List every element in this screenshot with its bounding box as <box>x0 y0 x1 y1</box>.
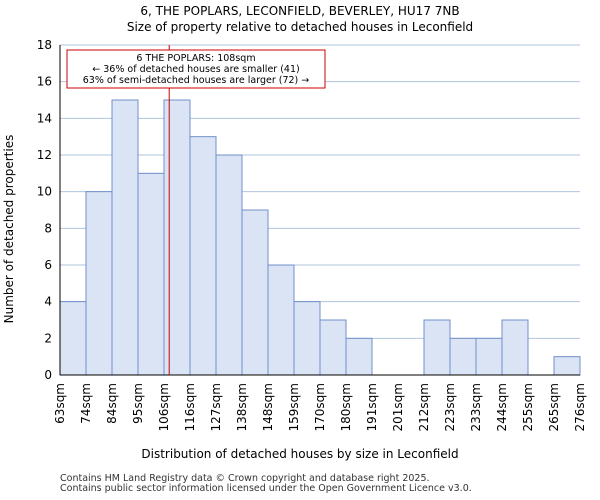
footer-licence: Contains public sector information licen… <box>60 483 472 494</box>
x-tick-label: 201sqm <box>391 383 405 431</box>
x-tick-label: 148sqm <box>261 383 275 431</box>
x-tick-label: 95sqm <box>131 383 145 424</box>
bar-265sqm <box>553 356 581 376</box>
y-axis-label: Number of detached properties <box>2 135 16 324</box>
bar-148sqm <box>267 264 295 376</box>
y-tick-label: 16 <box>37 75 52 89</box>
bar-180sqm <box>345 337 373 376</box>
x-tick-label: 180sqm <box>339 383 353 431</box>
y-tick-label: 18 <box>37 38 52 52</box>
bar-63sqm <box>59 301 87 376</box>
x-tick-label: 138sqm <box>235 383 249 431</box>
bar-138sqm <box>241 209 269 376</box>
bar-95sqm <box>137 172 165 376</box>
chart-subtitle: Size of property relative to detached ho… <box>127 20 473 34</box>
bar-116sqm <box>189 136 217 376</box>
bars <box>59 99 581 376</box>
y-tick-label: 8 <box>44 221 52 235</box>
x-tick-label: 127sqm <box>209 383 223 431</box>
axes: 0 2 4 6 8 10 12 14 16 18 63sqm 74sqm 84sqm 95sqm 106sq… <box>37 38 587 431</box>
bar-170sqm <box>319 319 347 376</box>
x-axis-label: Distribution of detached houses by size … <box>141 447 458 461</box>
x-tick-label: 74sqm <box>79 383 93 424</box>
bar-244sqm <box>501 319 529 376</box>
y-tick-label: 6 <box>44 258 52 272</box>
footer-copyright: Contains HM Land Registry data © Crown c… <box>60 473 430 484</box>
y-tick-label: 10 <box>37 185 52 199</box>
bar-223sqm <box>449 337 477 376</box>
x-tick-label: 191sqm <box>365 383 379 431</box>
x-tick-label: 170sqm <box>313 383 327 431</box>
x-tick-label: 116sqm <box>183 383 197 431</box>
x-tick-label: 159sqm <box>287 383 301 431</box>
x-tick-label: 106sqm <box>157 383 171 431</box>
bar-84sqm <box>111 99 139 376</box>
annotation-box <box>66 49 326 89</box>
x-tick-label: 223sqm <box>443 383 457 431</box>
x-tick-label: 276sqm <box>573 383 587 431</box>
bar-233sqm <box>475 337 503 376</box>
property-marker: 6 THE POPLARS: 108sqm← 36% of detached h… <box>66 45 326 375</box>
annotation-line: ← 36% of detached houses are smaller (41… <box>92 64 299 75</box>
y-tick-label: 4 <box>44 295 52 309</box>
y-tick-label: 14 <box>37 111 52 125</box>
annotation-line: 63% of semi-detached houses are larger (… <box>83 75 310 86</box>
y-tick-label: 2 <box>44 331 52 345</box>
annotation-line: 6 THE POPLARS: 108sqm <box>136 53 255 64</box>
bar-159sqm <box>293 301 321 376</box>
chart-title: 6, THE POPLARS, LECONFIELD, BEVERLEY, HU… <box>140 4 459 18</box>
bar-212sqm <box>423 319 451 376</box>
y-tick-label: 12 <box>37 148 52 162</box>
x-tick-label: 255sqm <box>521 383 535 431</box>
bar-106sqm <box>163 99 191 376</box>
x-tick-label: 244sqm <box>495 383 509 431</box>
x-tick-label: 265sqm <box>547 383 561 431</box>
x-tick-label: 212sqm <box>417 383 431 431</box>
x-tick-label: 233sqm <box>469 383 483 431</box>
y-tick-label: 0 <box>44 368 52 382</box>
bar-74sqm <box>85 191 113 376</box>
bar-127sqm <box>215 154 243 376</box>
x-tick-label: 63sqm <box>53 383 67 424</box>
x-tick-label: 84sqm <box>105 383 119 424</box>
